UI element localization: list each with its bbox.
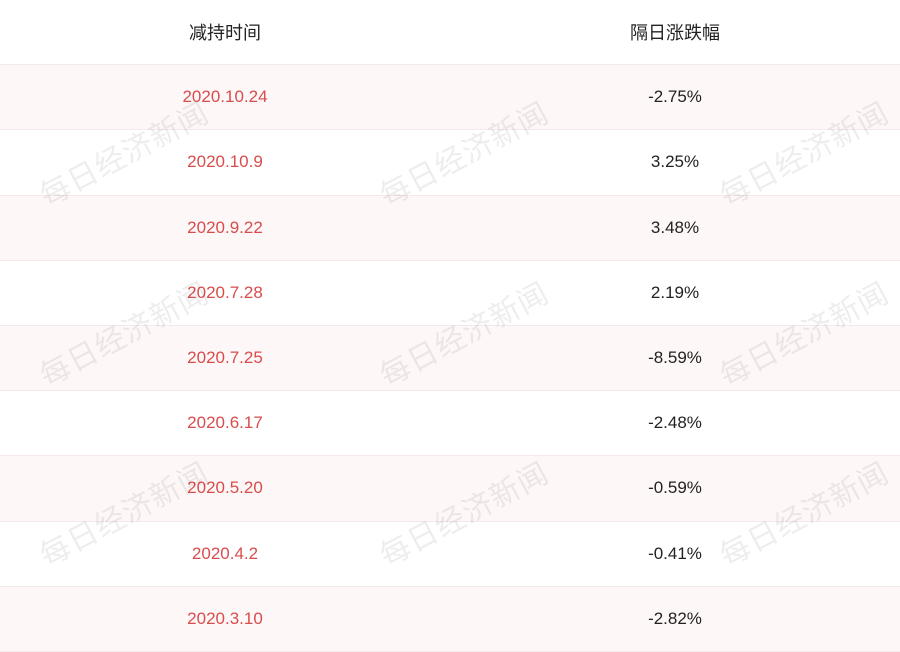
table-row: 2020.7.28 2.19% — [0, 261, 900, 326]
cell-change: 2.19% — [450, 283, 900, 303]
cell-date: 2020.4.2 — [0, 544, 450, 564]
table-row: 2020.3.10 -2.82% — [0, 587, 900, 652]
col-header-date: 减持时间 — [0, 19, 450, 45]
cell-date: 2020.10.24 — [0, 87, 450, 107]
table-header-row: 减持时间 隔日涨跌幅 — [0, 0, 900, 65]
cell-date: 2020.7.25 — [0, 348, 450, 368]
data-table: 减持时间 隔日涨跌幅 2020.10.24 -2.75% 2020.10.9 3… — [0, 0, 900, 652]
table-row: 2020.5.20 -0.59% — [0, 456, 900, 521]
cell-date: 2020.10.9 — [0, 152, 450, 172]
cell-change: 3.48% — [450, 218, 900, 238]
cell-change: -2.48% — [450, 413, 900, 433]
table-row: 2020.4.2 -0.41% — [0, 522, 900, 587]
cell-change: 3.25% — [450, 152, 900, 172]
table-row: 2020.7.25 -8.59% — [0, 326, 900, 391]
col-header-change: 隔日涨跌幅 — [450, 19, 900, 45]
table-row: 2020.6.17 -2.48% — [0, 391, 900, 456]
table-row: 2020.9.22 3.48% — [0, 196, 900, 261]
cell-change: -8.59% — [450, 348, 900, 368]
cell-date: 2020.7.28 — [0, 283, 450, 303]
cell-date: 2020.9.22 — [0, 218, 450, 238]
cell-date: 2020.5.20 — [0, 478, 450, 498]
cell-change: -2.82% — [450, 609, 900, 629]
cell-date: 2020.3.10 — [0, 609, 450, 629]
cell-change: -2.75% — [450, 87, 900, 107]
table-row: 2020.10.9 3.25% — [0, 130, 900, 195]
cell-change: -0.59% — [450, 478, 900, 498]
cell-date: 2020.6.17 — [0, 413, 450, 433]
cell-change: -0.41% — [450, 544, 900, 564]
table-row: 2020.10.24 -2.75% — [0, 65, 900, 130]
